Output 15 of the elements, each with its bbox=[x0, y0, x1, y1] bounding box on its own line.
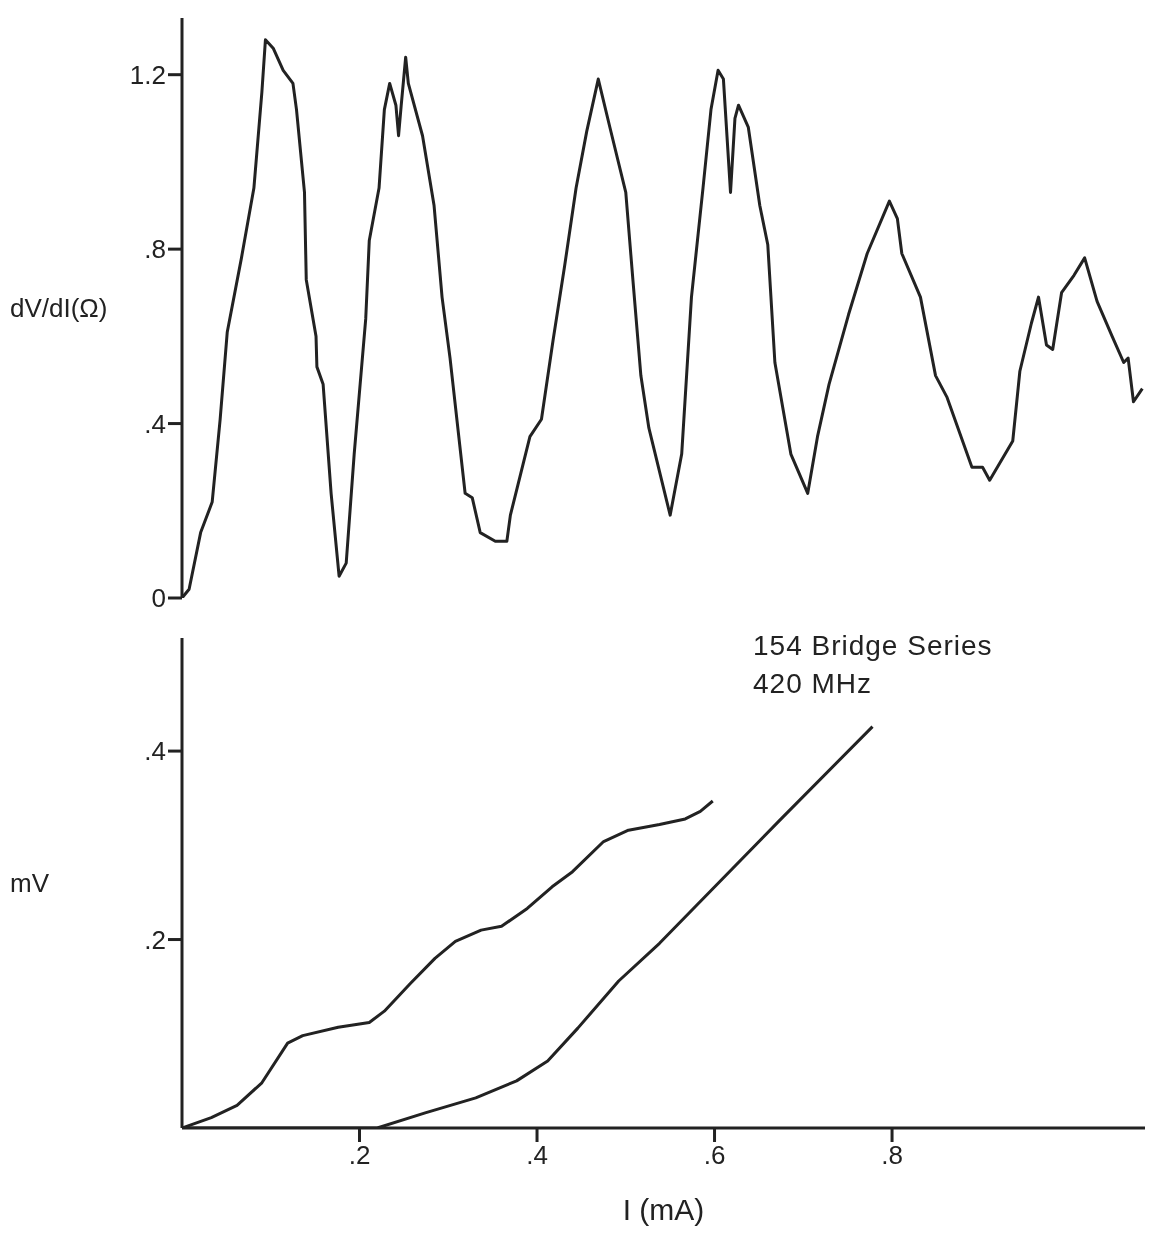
x-tick-label: .2 bbox=[348, 1140, 371, 1171]
y-tick-label: .2 bbox=[144, 924, 166, 955]
x-tick-label: .6 bbox=[703, 1140, 726, 1171]
y-tick-label: .8 bbox=[144, 234, 166, 265]
y-axis-title: dV/dI(Ω) bbox=[10, 293, 108, 324]
y-axis-title: mV bbox=[10, 868, 50, 899]
x-axis-title: I (mA) bbox=[622, 1193, 705, 1226]
y-tick-label: .4 bbox=[144, 736, 166, 767]
annotation: 154 Bridge Series bbox=[753, 630, 993, 662]
x-tick-label: .4 bbox=[526, 1140, 548, 1171]
annotation: 420 MHz bbox=[753, 668, 873, 700]
y-tick-label: .4 bbox=[144, 408, 166, 439]
x-tick-label: .8 bbox=[881, 1140, 903, 1171]
y-tick-label: 1.2 bbox=[129, 59, 166, 90]
y-tick-label: 0 bbox=[151, 583, 166, 614]
